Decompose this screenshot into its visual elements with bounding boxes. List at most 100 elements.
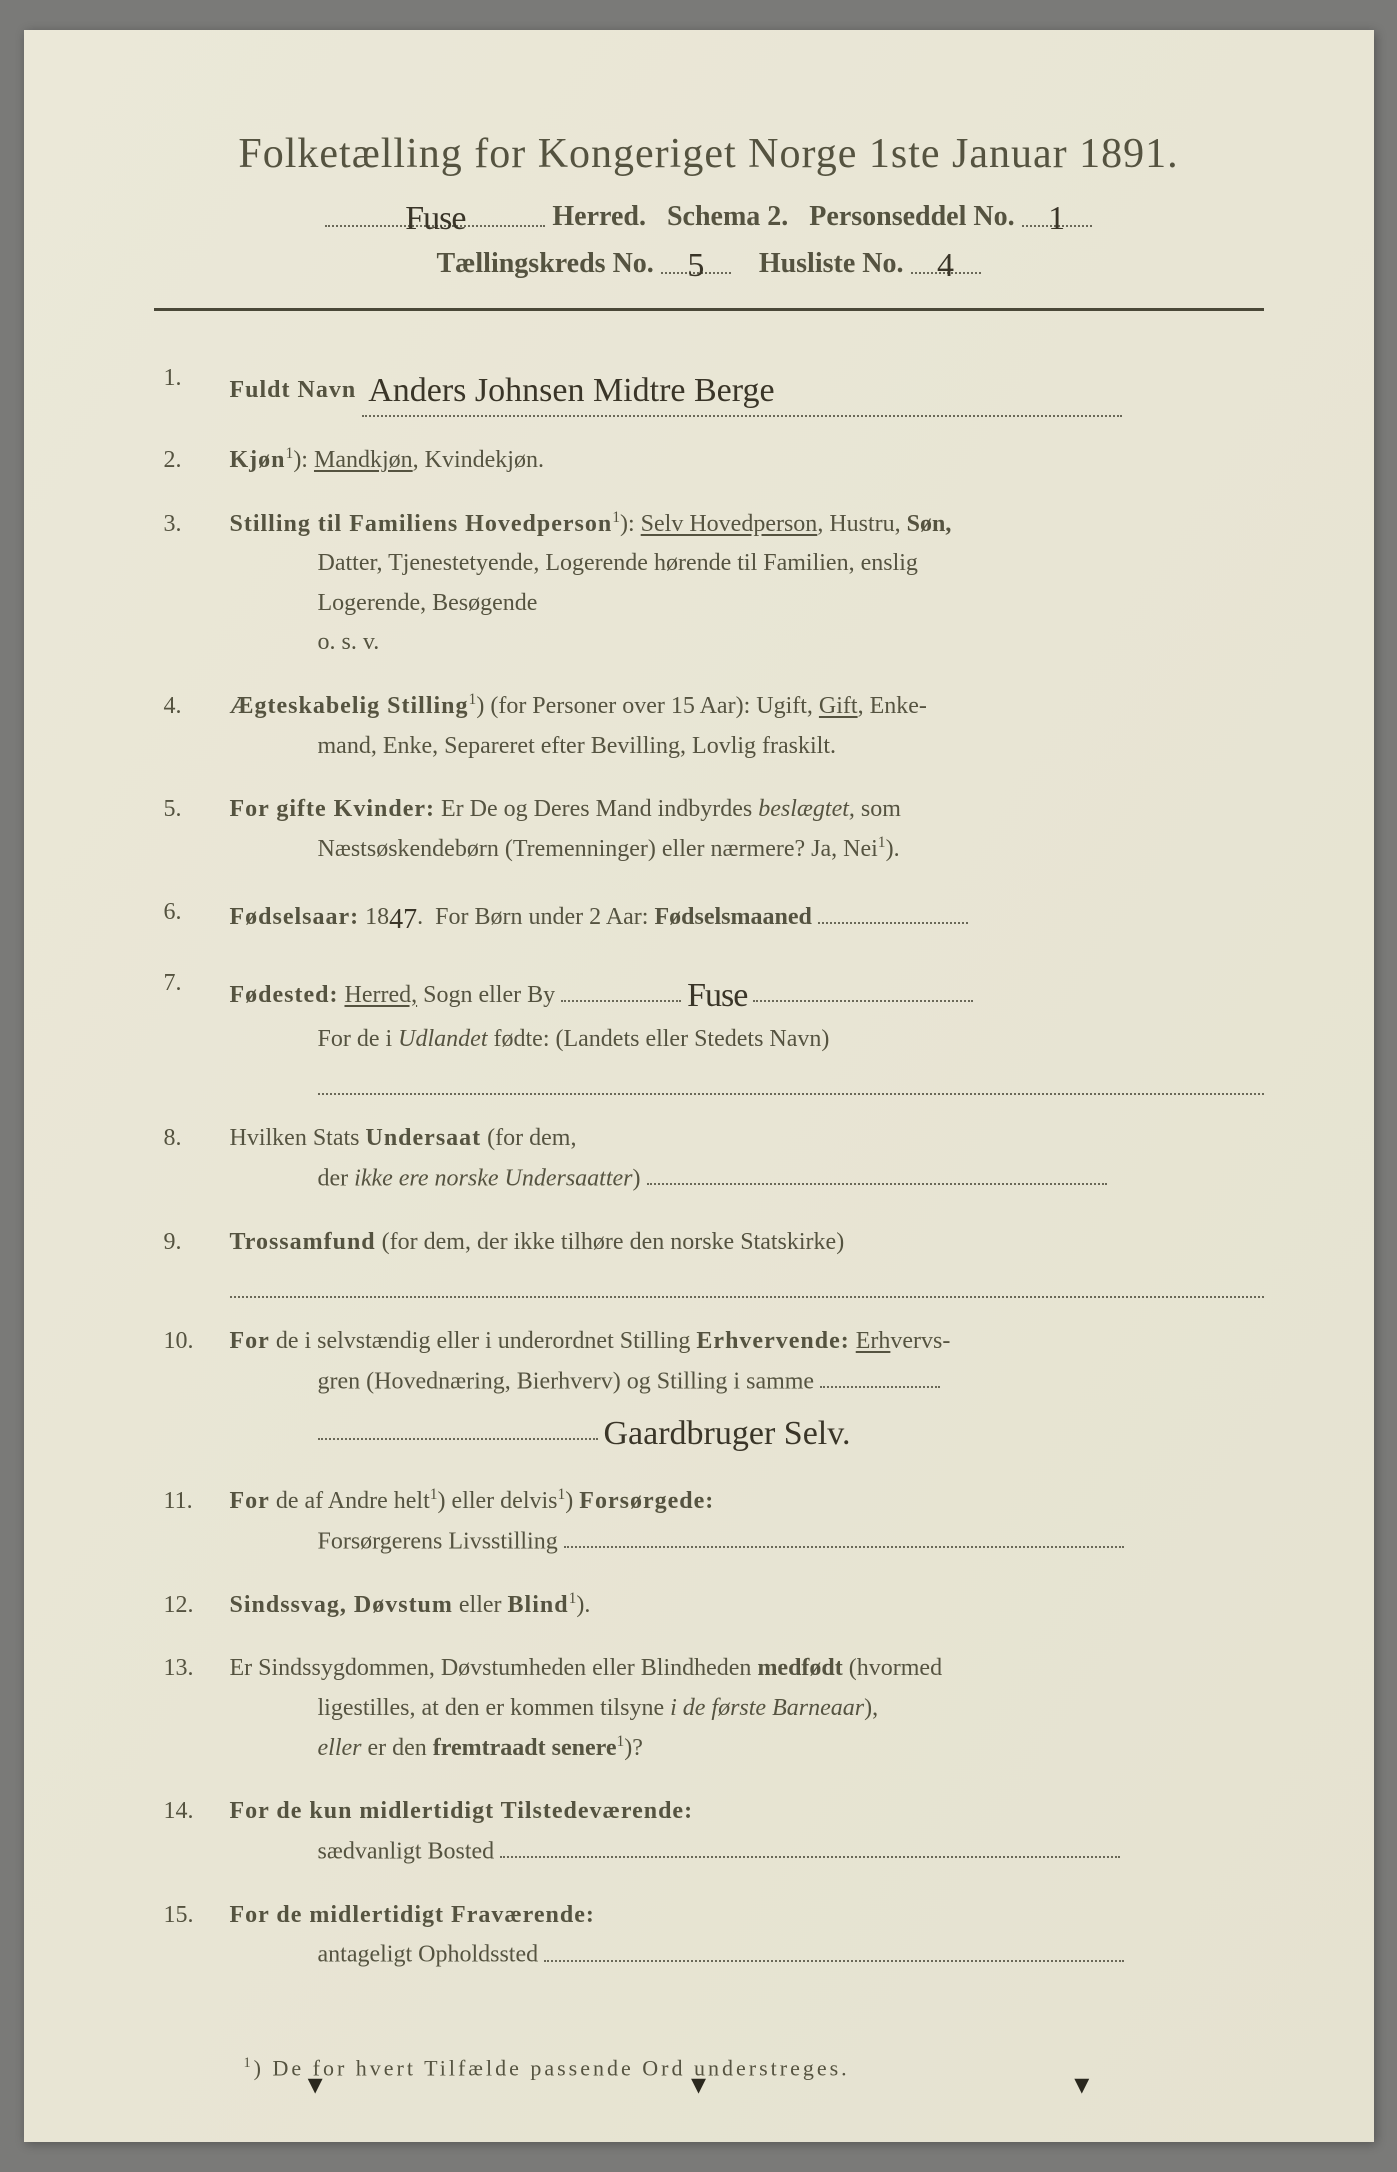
item-3-line2: Datter, Tjenestetyende, Logerende hørend… — [318, 544, 1264, 584]
herred-value: Fuse — [405, 200, 465, 237]
item-13-line3c: )? — [624, 1735, 643, 1761]
item-4-paren: (for Personer over 15 Aar): — [490, 693, 750, 719]
item-7: Fødested: Herred, Sogn eller By Fuse For… — [154, 964, 1264, 1096]
item-1: Fuldt Navn Anders Johnsen Midtre Berge — [154, 359, 1264, 417]
item-12-tail: eller — [459, 1592, 502, 1618]
item-10-line2: gren (Hovednæring, Bierhverv) og Stillin… — [318, 1368, 815, 1394]
item-8-dots — [647, 1159, 1107, 1185]
item-5-sup: 1 — [878, 834, 886, 851]
item-8-line2: der ikke ere norske Undersaatter) — [318, 1159, 1264, 1199]
item-10-label3: Erhvervende: — [696, 1328, 849, 1354]
pin-icon: ▾ — [691, 2067, 706, 2102]
husliste-field: 4 — [911, 243, 981, 274]
item-8-line2b: ) — [633, 1165, 641, 1191]
item-5-label: For gifte Kvinder: — [230, 796, 436, 822]
pin-icon: ▾ — [308, 2067, 323, 2102]
item-15-line2wrap: antageligt Opholdssted — [318, 1935, 1264, 1975]
item-7-blankline — [318, 1067, 1264, 1095]
item-12: Sindssvag, Døvstum eller Blind1). — [154, 1586, 1264, 1626]
item-13-line3b: fremtraadt senere — [433, 1735, 617, 1761]
item-14-label: For de kun midlertidigt Tilstedeværende: — [230, 1798, 694, 1824]
item-3-sup: 1 — [612, 509, 620, 526]
item-6-prefix: 18 — [365, 904, 389, 930]
item-13-line2em: i de første Barneaar — [670, 1695, 864, 1721]
item-8-label1: Hvilken Stats — [230, 1125, 360, 1151]
item-6-year: 47 — [389, 904, 417, 935]
item-11-line2: Forsørgerens Livsstilling — [318, 1528, 558, 1554]
item-15: For de midlertidigt Fraværende: antageli… — [154, 1896, 1264, 1976]
item-6: Fødselsaar: 1847. For Børn under 2 Aar: … — [154, 893, 1264, 939]
item-12-end: ). — [576, 1592, 590, 1618]
item-7-dots2 — [753, 975, 973, 1001]
subhead-line-1: Fuse Herred. Schema 2. Personseddel No. … — [154, 196, 1264, 233]
item-7-line2b: fødte: (Landets eller Stedets Navn) — [494, 1026, 830, 1052]
item-9: Trossamfund (for dem, der ikke tilhøre d… — [154, 1223, 1264, 1299]
item-5-line1b: som — [861, 796, 901, 822]
herred-field: Fuse — [325, 196, 545, 227]
item-5-tail: ). — [886, 836, 900, 862]
husliste-label: Husliste No. — [759, 248, 904, 279]
item-9-blankline — [230, 1270, 1264, 1298]
item-14-line2: sædvanligt Bosted — [318, 1838, 495, 1864]
item-10-valuewrap: Gaardbruger Selv. — [318, 1402, 1264, 1458]
item-13-line1b: medfødt — [757, 1655, 842, 1681]
item-14-line2wrap: sædvanligt Bosted — [318, 1832, 1264, 1872]
item-1-label: Fuldt Navn — [230, 377, 357, 403]
page-title: Folketælling for Kongeriget Norge 1ste J… — [154, 130, 1264, 178]
item-2-sup: 1 — [286, 445, 294, 462]
item-13-line3a: er den — [367, 1735, 426, 1761]
item-13-line3em: eller — [318, 1735, 362, 1761]
item-12-label2: Blind — [508, 1592, 569, 1618]
item-13: Er Sindssygdommen, Døvstumheden eller Bl… — [154, 1649, 1264, 1768]
item-13-line2: ligestilles, at den er kommen tilsyne i … — [318, 1689, 1264, 1729]
item-5-line2: Næstsøskendebørn (Tremenninger) eller næ… — [318, 836, 878, 862]
personseddel-field: 1 — [1022, 196, 1092, 227]
item-2: Kjøn1): Mandkjøn, Kvindekjøn. — [154, 441, 1264, 481]
item-7-dots1 — [561, 975, 681, 1001]
item-8: Hvilken Stats Undersaat (for dem, der ik… — [154, 1119, 1264, 1199]
item-7-line2a: For de i — [318, 1026, 393, 1052]
husliste-value: 4 — [937, 247, 954, 284]
item-10-dots1 — [820, 1362, 940, 1388]
item-3: Stilling til Familiens Hovedperson1): Se… — [154, 505, 1264, 663]
item-8-tail: (for dem, — [487, 1125, 576, 1151]
item-10-label2: de i selvstændig eller i underordnet Sti… — [276, 1328, 691, 1354]
census-form-page: Folketælling for Kongeriget Norge 1ste J… — [24, 30, 1374, 2142]
item-14: For de kun midlertidigt Tilstedeværende:… — [154, 1792, 1264, 1872]
item-7-label: Fødested: — [230, 982, 339, 1008]
item-14-dots — [500, 1832, 1120, 1858]
item-11: For de af Andre helt1) eller delvis1) Fo… — [154, 1482, 1264, 1562]
item-10-label1: For — [230, 1328, 270, 1354]
item-9-label: Trossamfund — [230, 1229, 376, 1255]
item-3-label: Stilling til Familiens Hovedperson — [230, 511, 613, 537]
item-13-line2a: ligestilles, at den er kommen tilsyne — [318, 1695, 665, 1721]
kreds-field: 5 — [661, 243, 731, 274]
item-11-line2wrap: Forsørgerens Livsstilling — [318, 1522, 1264, 1562]
item-8-label2: Undersaat — [366, 1125, 482, 1151]
item-11-sup1: 1 — [430, 1486, 438, 1503]
item-11-sup2: 1 — [558, 1486, 566, 1503]
item-12-label: Sindssvag, Døvstum — [230, 1592, 453, 1618]
item-3-selected: Selv Hovedperson — [641, 511, 818, 537]
item-3-line4: o. s. v. — [318, 623, 1264, 663]
item-5-line1: Er De og Deres Mand indbyrdes — [441, 796, 752, 822]
item-4: Ægteskabelig Stilling1) (for Personer ov… — [154, 687, 1264, 766]
item-15-line2: antageligt Opholdssted — [318, 1942, 539, 1968]
item-5: For gifte Kvinder: Er De og Deres Mand i… — [154, 790, 1264, 869]
schema-label: Schema 2. — [667, 201, 788, 232]
kreds-label: Tællingskreds No. — [436, 248, 653, 279]
item-6-dots — [818, 898, 968, 924]
item-7-value: Fuse — [687, 977, 747, 1014]
item-5-em1: beslægtet, — [758, 796, 855, 822]
item-3-line3: Logerende, Besøgende — [318, 584, 1264, 624]
item-10-value: Gaardbruger Selv. — [604, 1415, 851, 1452]
herred-label: Herred. — [552, 201, 646, 232]
item-13-line3: eller er den fremtraadt senere1)? — [318, 1729, 1264, 1769]
item-6-label: Fødselsaar: — [230, 904, 360, 930]
item-13-line1c: (hvormed — [849, 1655, 942, 1681]
item-1-value: Anders Johnsen Midtre Berge — [368, 372, 774, 409]
binding-pins: ▾ ▾ ▾ — [24, 2067, 1374, 2102]
item-10-line2wrap: gren (Hovednæring, Bierhverv) og Stillin… — [318, 1362, 1264, 1402]
item-15-label: For de midlertidigt Fraværende: — [230, 1902, 595, 1928]
item-2-selected: Mandkjøn — [314, 447, 413, 473]
